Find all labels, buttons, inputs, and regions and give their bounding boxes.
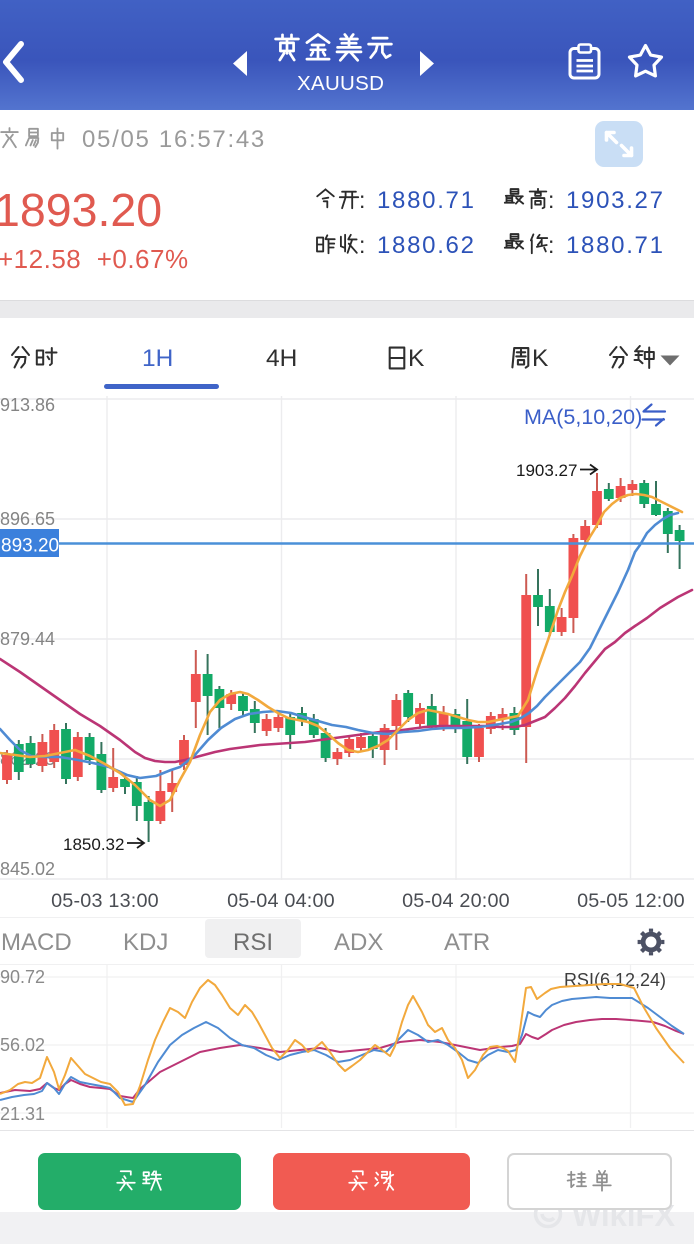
svg-text:845.02: 845.02 xyxy=(0,859,55,879)
svg-text:56.02: 56.02 xyxy=(0,1035,45,1055)
svg-text:21.31: 21.31 xyxy=(0,1104,45,1124)
svg-text:05-03 13:00: 05-03 13:00 xyxy=(51,890,159,912)
svg-text:893.20: 893.20 xyxy=(1,536,59,557)
svg-text:1903.27: 1903.27 xyxy=(516,461,577,480)
svg-text:05-04 04:00: 05-04 04:00 xyxy=(227,890,335,912)
svg-text:90.72: 90.72 xyxy=(0,967,45,987)
svg-text:879.44: 879.44 xyxy=(0,629,55,649)
svg-text:05-04 20:00: 05-04 20:00 xyxy=(402,890,510,912)
svg-text:RSI(6,12,24): RSI(6,12,24) xyxy=(564,970,666,990)
svg-text:896.65: 896.65 xyxy=(0,509,55,529)
svg-text:05-05 12:00: 05-05 12:00 xyxy=(577,890,685,912)
svg-text:MA(5,10,20): MA(5,10,20) xyxy=(524,405,642,429)
svg-text:1850.32: 1850.32 xyxy=(63,835,124,854)
svg-text:913.86: 913.86 xyxy=(0,396,55,415)
